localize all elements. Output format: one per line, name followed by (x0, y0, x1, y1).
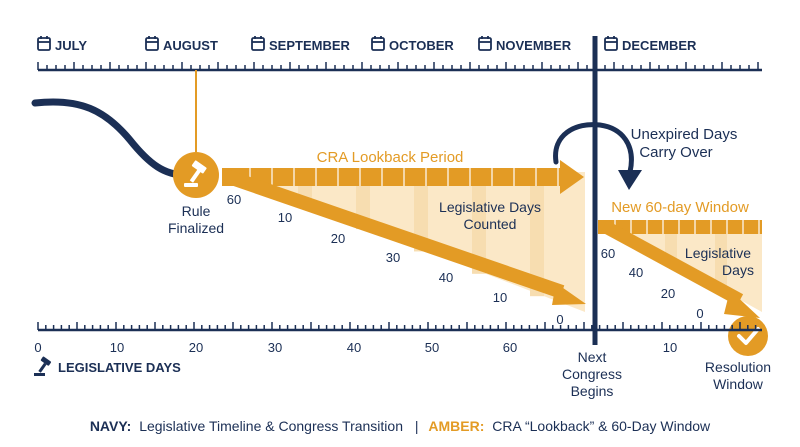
calendar-icon (145, 36, 159, 51)
legislative-tick-label: 20 (189, 340, 203, 355)
month-label: JULY (55, 38, 87, 53)
new-window-title: New 60-day Window (611, 199, 749, 216)
legislative-tick-label: 30 (268, 340, 282, 355)
lookback-count-40: 40 (439, 270, 453, 285)
month-label: SEPTEMBER (269, 38, 351, 53)
month-label: AUGUST (163, 38, 218, 53)
new-window-inner-line1: Legislative (685, 245, 751, 261)
lookback-inner-label-line2: Counted (464, 216, 517, 232)
resolution-label-line1: Resolution (705, 359, 771, 375)
legislative-tick-label: 10 (110, 340, 124, 355)
rule-finalized-marker: Rule Finalized (168, 152, 224, 236)
lookback-title: CRA Lookback Period (317, 149, 464, 166)
carry-over-line1: Unexpired Days (631, 126, 738, 143)
legislative-tick-label: 50 (425, 340, 439, 355)
month-axis: JULY AUGUST SEPTEMBER OCTOBER NOVEMBER DECEMB… (37, 36, 762, 72)
legislative-tick-label: 0 (34, 340, 41, 355)
lookback-inner-label-line1: Legislative Days (439, 199, 541, 215)
rule-label-line1: Rule (182, 203, 211, 219)
legislative-axis-ticks (37, 322, 757, 330)
legislative-axis: 0 10 20 30 40 50 60 10 (34, 322, 762, 355)
legend-amber-text: CRA “Lookback” & 60-Day Window (492, 418, 711, 434)
lookback-stripes (298, 186, 544, 297)
lookback-region: CRA Lookback Period 60 10 20 30 40 10 0 … (222, 149, 586, 327)
gavel-icon (34, 356, 52, 376)
new-window-count-0: 0 (696, 306, 703, 321)
legislative-days-label-group: LEGISLATIVE DAYS (34, 356, 181, 376)
gavel-icon (184, 160, 207, 187)
legend: NAVY: Legislative Timeline & Congress Tr… (90, 418, 711, 434)
month-labels: JULY AUGUST SEPTEMBER OCTOBER NOVEMBER DECEMB… (37, 36, 697, 53)
resolution-label-line2: Window (713, 376, 764, 392)
window-stripes (665, 234, 727, 290)
month-axis-ticks (37, 62, 759, 70)
checkmark-icon (737, 327, 760, 345)
lookback-count-20: 20 (331, 231, 345, 246)
curved-arrow-icon (553, 122, 642, 190)
legislative-tick-label: 40 (347, 340, 361, 355)
new-window-count-40: 40 (629, 265, 643, 280)
legislative-days-label: LEGISLATIVE DAYS (58, 360, 181, 375)
lookback-count-10b: 10 (493, 290, 507, 305)
lookback-start-count: 60 (227, 192, 241, 207)
lookback-count-30: 30 (386, 250, 400, 265)
lookback-count-0: 0 (556, 312, 563, 327)
next-congress-line2: Congress (562, 366, 622, 382)
legend-navy-key: NAVY: (90, 418, 131, 434)
resolution-marker: Resolution Window (705, 316, 771, 392)
lookback-diagonal-arrow (223, 169, 586, 305)
month-label: NOVEMBER (496, 38, 572, 53)
legend-navy-text: Legislative Timeline & Congress Transiti… (139, 418, 403, 434)
rule-label-line2: Finalized (168, 220, 224, 236)
new-window-inner-line2: Days (722, 262, 754, 278)
legend-separator: | (415, 418, 419, 434)
calendar-icon (478, 36, 492, 51)
lookback-count-10: 10 (278, 210, 292, 225)
new-window-region: New 60-day Window 60 40 20 0 Legislative… (598, 199, 762, 321)
svg-text:NAVY: Legislative Timeli: NAVY: Legislative Timeline & Congress Tr… (90, 418, 711, 434)
legend-amber-key: AMBER: (428, 418, 484, 434)
carry-over-line2: Carry Over (639, 144, 712, 161)
month-label: OCTOBER (389, 38, 454, 53)
legislative-tick-label: 10 (663, 340, 677, 355)
calendar-icon (604, 36, 618, 51)
month-label: DECEMBER (622, 38, 697, 53)
calendar-icon (37, 36, 51, 51)
lookback-top-arrow (222, 160, 584, 194)
calendar-icon (371, 36, 385, 51)
next-congress-line3: Begins (571, 383, 614, 399)
pre-rule-timeline-curve (31, 98, 189, 179)
next-congress-line1: Next (578, 349, 607, 365)
calendar-icon (251, 36, 265, 51)
legislative-axis-labels: 0 10 20 30 40 50 60 10 (34, 340, 677, 355)
new-window-count-20: 20 (661, 286, 675, 301)
legislative-tick-label: 60 (503, 340, 517, 355)
new-window-start-count: 60 (601, 246, 615, 261)
